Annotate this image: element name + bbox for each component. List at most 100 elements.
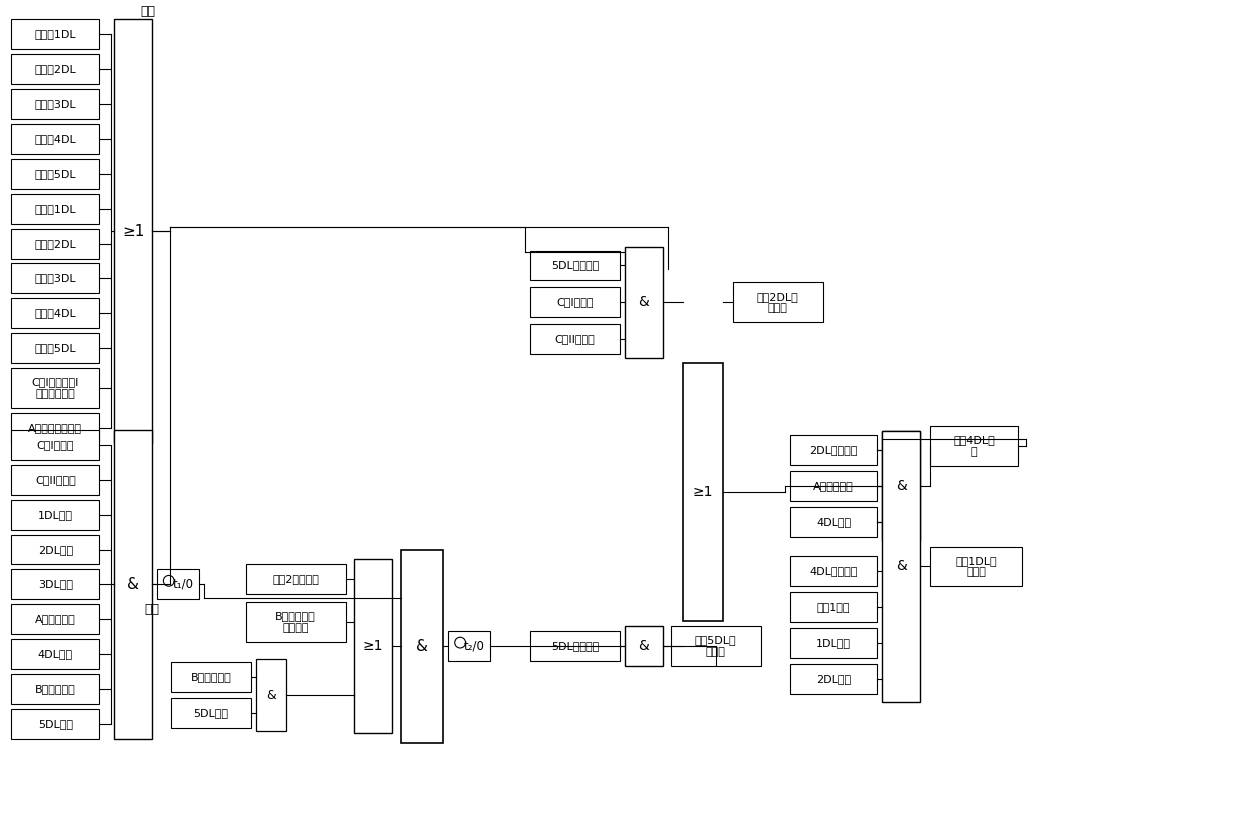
Bar xyxy=(171,698,250,728)
Text: C站I母无压: C站I母无压 xyxy=(557,297,594,307)
Bar xyxy=(11,298,99,328)
Text: C站II母有压: C站II母有压 xyxy=(35,475,76,484)
Text: 发出2DL跳
闸命令: 发出2DL跳 闸命令 xyxy=(756,292,799,313)
Text: A站母线差动保护: A站母线差动保护 xyxy=(29,423,82,433)
Text: t₁/0: t₁/0 xyxy=(172,578,193,591)
Text: 手动分5DL: 手动分5DL xyxy=(35,169,76,179)
Text: C站I号主变（I
母）差动保护: C站I号主变（I 母）差动保护 xyxy=(31,377,79,399)
Bar xyxy=(683,363,723,621)
Bar xyxy=(790,556,878,587)
Bar xyxy=(353,560,392,733)
Bar xyxy=(671,627,760,666)
Bar xyxy=(11,158,99,189)
Bar xyxy=(255,659,285,731)
Text: 2DL合位: 2DL合位 xyxy=(37,544,73,555)
Bar xyxy=(883,431,920,702)
Bar xyxy=(11,54,99,84)
Text: B站母线无压: B站母线无压 xyxy=(191,672,232,682)
Bar xyxy=(11,413,99,443)
Bar xyxy=(625,627,663,666)
Text: 3DL合位: 3DL合位 xyxy=(37,579,73,589)
Bar xyxy=(449,632,490,661)
Bar xyxy=(246,565,346,594)
Text: 1DL分位: 1DL分位 xyxy=(816,638,851,648)
Text: 手动合1DL: 手动合1DL xyxy=(35,203,76,214)
Bar xyxy=(171,662,250,692)
Bar xyxy=(11,194,99,224)
Text: &: & xyxy=(126,577,139,592)
Text: B站母线有压: B站母线有压 xyxy=(35,684,76,694)
Text: 手动合4DL: 手动合4DL xyxy=(35,308,76,319)
Bar xyxy=(11,430,99,460)
Text: 5DL由合到分: 5DL由合到分 xyxy=(551,641,599,651)
Text: 发出1DL合
闸命令: 发出1DL合 闸命令 xyxy=(955,556,997,578)
Bar xyxy=(11,89,99,119)
Bar xyxy=(11,465,99,495)
Text: ≥1: ≥1 xyxy=(362,639,383,653)
Bar xyxy=(11,368,99,408)
Text: 手动分4DL: 手动分4DL xyxy=(35,134,76,144)
Bar xyxy=(531,632,620,661)
Bar xyxy=(11,709,99,739)
Text: 充电: 充电 xyxy=(145,603,160,616)
Bar xyxy=(531,288,620,317)
Text: &: & xyxy=(417,639,429,654)
Text: t₂/0: t₂/0 xyxy=(464,640,485,653)
Bar xyxy=(157,569,198,600)
Bar xyxy=(11,20,99,49)
Text: &: & xyxy=(897,479,906,493)
Bar xyxy=(402,550,444,743)
Text: 5DL由合到分: 5DL由合到分 xyxy=(551,261,599,270)
Text: &: & xyxy=(897,560,906,574)
Text: 手动分3DL: 手动分3DL xyxy=(35,99,76,109)
Bar xyxy=(790,592,878,623)
Bar xyxy=(790,664,878,694)
Bar xyxy=(790,435,878,465)
Bar xyxy=(531,251,620,280)
Bar xyxy=(625,247,663,358)
Bar xyxy=(114,20,153,443)
Text: C站II母无压: C站II母无压 xyxy=(554,334,595,344)
Text: 4DL由分到合: 4DL由分到合 xyxy=(810,566,858,577)
Bar xyxy=(11,674,99,704)
Bar xyxy=(790,628,878,659)
Text: ≥1: ≥1 xyxy=(122,224,144,239)
Text: 2DL分位: 2DL分位 xyxy=(816,674,851,684)
Text: &: & xyxy=(639,639,650,653)
Text: 5DL合位: 5DL合位 xyxy=(37,719,73,729)
Bar xyxy=(11,569,99,600)
Text: 手动合3DL: 手动合3DL xyxy=(35,274,76,283)
Text: 发出5DL跳
闸命令: 发出5DL跳 闸命令 xyxy=(694,636,737,657)
Bar xyxy=(11,500,99,529)
Text: 线路2保护动作: 线路2保护动作 xyxy=(273,574,319,584)
Bar xyxy=(11,229,99,258)
Bar xyxy=(11,605,99,634)
Bar xyxy=(790,471,878,501)
Text: A站母线有压: A站母线有压 xyxy=(35,614,76,624)
Text: 启动4DL合
闸: 启动4DL合 闸 xyxy=(954,435,994,457)
Text: 手动合2DL: 手动合2DL xyxy=(35,239,76,248)
Text: 4DL分位: 4DL分位 xyxy=(816,516,851,527)
Bar xyxy=(733,283,822,322)
Text: 2DL由合到分: 2DL由合到分 xyxy=(810,445,858,455)
Text: 4DL分位: 4DL分位 xyxy=(37,650,73,659)
Text: 线路1有压: 线路1有压 xyxy=(817,602,851,612)
Bar xyxy=(531,324,620,355)
Bar xyxy=(246,602,346,642)
Text: 5DL无流: 5DL无流 xyxy=(193,708,228,718)
Bar xyxy=(11,264,99,293)
Bar xyxy=(11,333,99,363)
Bar xyxy=(11,639,99,669)
Bar xyxy=(11,124,99,154)
Bar xyxy=(930,426,1018,466)
Text: 手动分1DL: 手动分1DL xyxy=(35,29,76,39)
Bar xyxy=(11,534,99,565)
Bar xyxy=(883,431,920,541)
Text: &: & xyxy=(639,296,650,310)
Text: ≥1: ≥1 xyxy=(693,485,713,499)
Bar xyxy=(114,430,153,739)
Text: 1DL分位: 1DL分位 xyxy=(37,510,73,520)
Text: B站母线差动
保护动作: B站母线差动 保护动作 xyxy=(275,611,316,633)
Text: 手动分2DL: 手动分2DL xyxy=(35,65,76,74)
Text: 手动合5DL: 手动合5DL xyxy=(35,343,76,353)
